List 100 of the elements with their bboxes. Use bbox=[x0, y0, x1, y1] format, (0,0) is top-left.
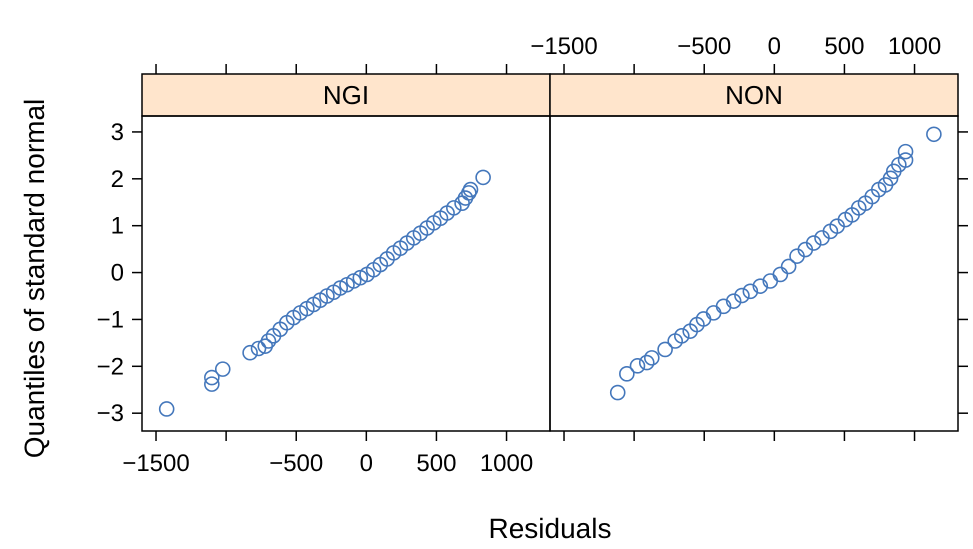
point bbox=[870, 182, 887, 198]
point bbox=[689, 316, 705, 332]
point bbox=[419, 220, 435, 236]
point bbox=[379, 251, 395, 267]
y-tick-label: 3 bbox=[110, 118, 124, 146]
point bbox=[292, 305, 308, 321]
x-tick-label: 500 bbox=[416, 450, 456, 477]
point bbox=[696, 311, 712, 327]
point bbox=[386, 245, 402, 261]
point bbox=[772, 266, 788, 282]
point bbox=[878, 177, 894, 193]
point bbox=[891, 156, 907, 173]
point bbox=[829, 218, 845, 234]
point bbox=[806, 235, 822, 251]
point bbox=[372, 256, 388, 272]
x-tick-label: 1000 bbox=[480, 450, 534, 477]
point bbox=[392, 240, 408, 256]
point bbox=[339, 276, 355, 293]
point bbox=[399, 235, 415, 251]
x-tick-label: −1500 bbox=[122, 450, 190, 477]
point bbox=[858, 195, 874, 211]
point bbox=[780, 258, 796, 274]
chart-title: NON bbox=[725, 80, 783, 110]
point bbox=[898, 152, 914, 168]
point bbox=[734, 288, 750, 304]
point bbox=[706, 305, 722, 321]
point bbox=[446, 200, 462, 216]
point bbox=[822, 224, 838, 240]
point bbox=[610, 384, 626, 400]
point bbox=[838, 212, 854, 228]
point bbox=[332, 280, 348, 296]
y-tick-label: 0 bbox=[110, 260, 124, 287]
point bbox=[299, 300, 315, 316]
point bbox=[926, 126, 942, 142]
point bbox=[674, 328, 690, 344]
point bbox=[319, 288, 335, 304]
point bbox=[898, 144, 914, 160]
point bbox=[844, 207, 860, 223]
point bbox=[366, 262, 382, 278]
x-tick-label: 0 bbox=[768, 33, 782, 60]
point bbox=[458, 190, 474, 206]
point bbox=[742, 284, 758, 300]
y-tick-label: 2 bbox=[110, 166, 124, 193]
point bbox=[864, 188, 880, 204]
chart-title: NGI bbox=[322, 80, 370, 110]
point bbox=[266, 328, 282, 344]
point bbox=[279, 314, 295, 331]
point bbox=[644, 350, 660, 366]
point bbox=[250, 340, 266, 356]
point bbox=[326, 284, 342, 300]
point bbox=[814, 230, 830, 246]
point bbox=[260, 333, 276, 349]
point bbox=[798, 242, 814, 258]
y-tick-label: −3 bbox=[96, 400, 124, 428]
x-tick-label: 1000 bbox=[888, 33, 942, 60]
point bbox=[359, 266, 375, 282]
point bbox=[630, 358, 646, 374]
x-tick-label: −500 bbox=[677, 33, 732, 60]
point bbox=[657, 342, 673, 358]
point bbox=[762, 273, 778, 289]
y-tick-label: −2 bbox=[96, 353, 124, 380]
point bbox=[242, 344, 258, 361]
y-tick-label: 1 bbox=[110, 212, 124, 240]
point bbox=[462, 182, 478, 198]
point bbox=[461, 185, 477, 201]
point bbox=[272, 321, 288, 338]
point bbox=[475, 170, 491, 186]
point bbox=[204, 370, 220, 386]
point bbox=[352, 270, 368, 286]
point bbox=[432, 210, 448, 226]
x-tick-label: −1500 bbox=[530, 33, 598, 60]
point bbox=[619, 366, 635, 382]
point bbox=[752, 278, 768, 294]
point bbox=[426, 215, 442, 231]
point bbox=[789, 248, 805, 264]
y-axis-title: Quantiles of standard normal bbox=[19, 98, 50, 458]
y-tick-label: −1 bbox=[96, 306, 124, 334]
point bbox=[306, 296, 322, 312]
point bbox=[312, 292, 328, 308]
point bbox=[638, 354, 655, 370]
x-tick-label: −500 bbox=[269, 450, 324, 477]
x-tick-label: 0 bbox=[360, 450, 374, 477]
point bbox=[667, 333, 684, 349]
point bbox=[346, 273, 362, 289]
point bbox=[682, 323, 698, 339]
point bbox=[204, 376, 220, 392]
point bbox=[257, 338, 274, 354]
point bbox=[850, 200, 867, 216]
point bbox=[716, 298, 732, 314]
x-axis-title: Residuals bbox=[488, 513, 612, 544]
point bbox=[726, 293, 742, 309]
x-tick-label: 500 bbox=[824, 33, 864, 60]
point bbox=[439, 205, 455, 221]
point bbox=[412, 225, 428, 241]
point bbox=[454, 195, 470, 211]
point bbox=[214, 361, 231, 377]
point bbox=[886, 164, 902, 180]
point bbox=[158, 401, 174, 417]
point bbox=[406, 230, 422, 246]
point bbox=[286, 310, 302, 326]
